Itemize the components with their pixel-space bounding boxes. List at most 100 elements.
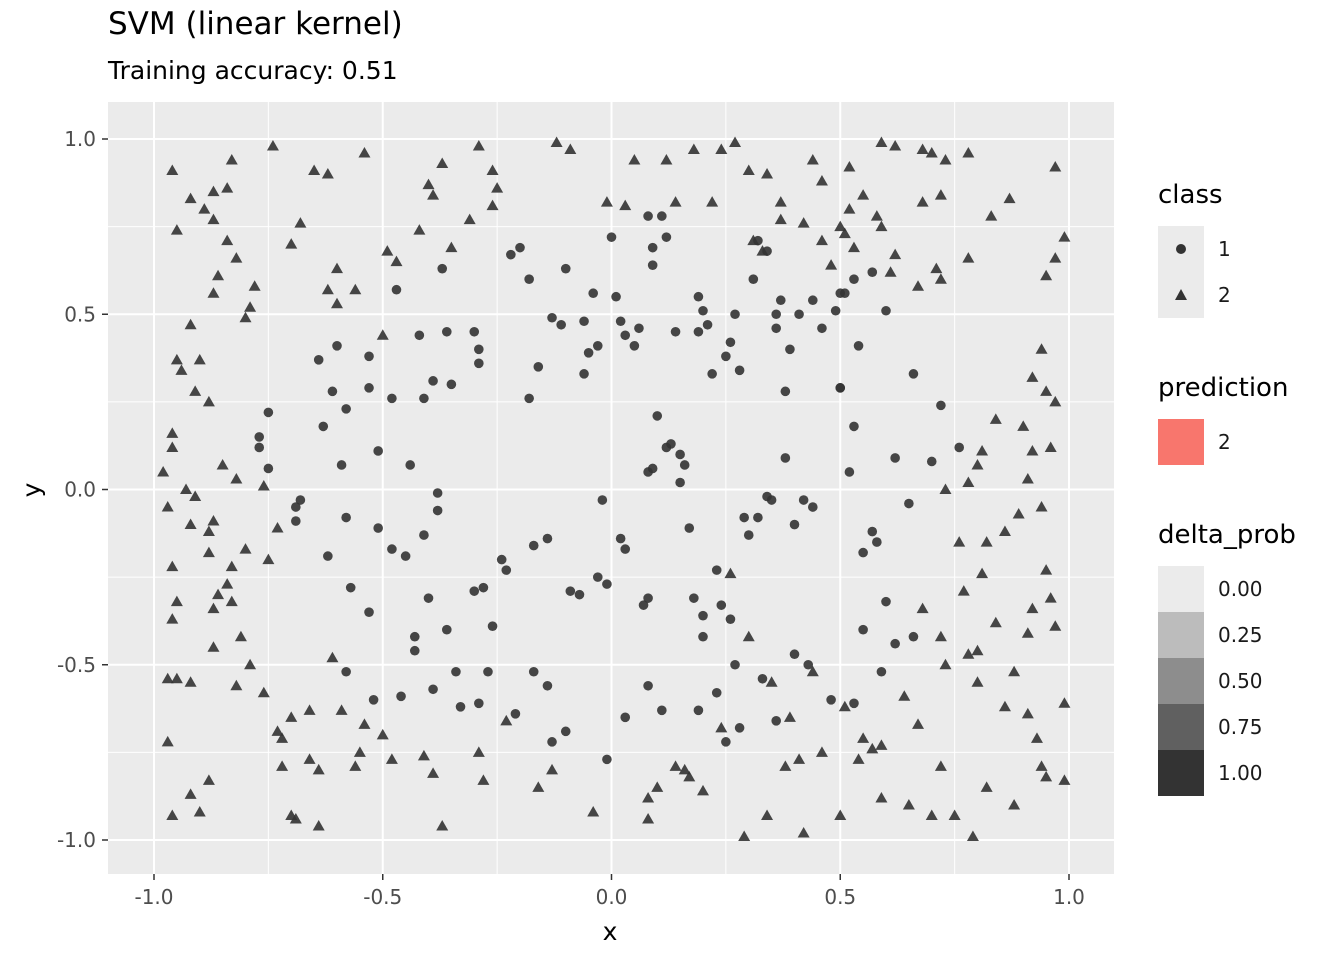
- data-point-class-2: [962, 648, 975, 659]
- data-point-class-1: [295, 495, 306, 505]
- data-point-class-2: [697, 784, 709, 796]
- data-point-class-1: [291, 502, 301, 512]
- data-point-class-2: [838, 227, 851, 239]
- data-point-class-1: [592, 572, 603, 582]
- data-point-class-2: [793, 753, 806, 764]
- data-point-class-2: [303, 704, 316, 715]
- data-point-class-1: [620, 712, 631, 723]
- data-point-class-2: [166, 809, 179, 820]
- data-point-class-2: [998, 700, 1011, 712]
- data-point-class-2: [962, 147, 975, 158]
- data-point-class-1: [743, 530, 754, 540]
- data-point-class-2: [1040, 385, 1053, 396]
- data-point-class-2: [761, 809, 774, 820]
- data-point-class-1: [341, 512, 351, 523]
- data-point-class-1: [785, 344, 795, 355]
- data-point-class-2: [600, 196, 613, 207]
- data-point-class-2: [331, 262, 343, 274]
- data-point-class-2: [1021, 707, 1034, 719]
- data-point-class-1: [602, 579, 612, 589]
- data-point-class-2: [230, 252, 243, 263]
- data-point-class-2: [939, 154, 952, 165]
- data-point-class-2: [349, 760, 362, 771]
- data-point-class-1: [675, 449, 685, 460]
- data-point-class-1: [341, 666, 351, 677]
- data-point-class-2: [985, 210, 998, 221]
- data-point-class-1: [881, 596, 891, 607]
- data-point-class-1: [657, 211, 667, 221]
- data-point-class-2: [1058, 774, 1071, 785]
- data-point-class-1: [409, 645, 420, 656]
- data-point-class-2: [742, 164, 755, 176]
- data-point-class-1: [565, 586, 576, 596]
- data-point-class-2: [834, 220, 847, 232]
- data-point-class-1: [313, 355, 324, 365]
- x-tick-label: -1.0: [134, 885, 173, 909]
- data-point-class-1: [515, 242, 525, 253]
- data-point-class-1: [908, 631, 919, 642]
- legend-delta-prob-label: 0.25: [1218, 623, 1263, 647]
- data-point-class-2: [257, 479, 270, 491]
- data-point-class-1: [684, 523, 695, 533]
- x-axis: -1.0 -0.5 0.0 0.5 1.0: [134, 874, 1085, 909]
- data-point-class-1: [794, 309, 804, 320]
- data-point-class-1: [254, 442, 265, 453]
- y-tick-label: 0.5: [64, 302, 96, 326]
- triangle-icon: [1175, 289, 1187, 300]
- data-point-class-2: [170, 353, 183, 365]
- data-point-class-1: [771, 323, 781, 334]
- data-point-class-1: [835, 383, 846, 393]
- data-point-class-2: [276, 732, 289, 743]
- data-point-class-2: [1012, 508, 1025, 519]
- data-point-class-2: [546, 763, 559, 775]
- data-point-class-2: [779, 760, 792, 771]
- data-point-class-2: [166, 613, 179, 624]
- legend-delta-prob-label: 0.75: [1218, 715, 1263, 739]
- data-point-class-2: [916, 143, 929, 155]
- data-point-class-2: [207, 185, 220, 197]
- data-point-class-1: [734, 365, 745, 376]
- data-point-class-1: [766, 495, 777, 505]
- data-point-class-2: [289, 812, 302, 824]
- y-tick-label: 1.0: [64, 127, 96, 151]
- y-tick-label: 0.0: [64, 478, 96, 502]
- data-point-class-2: [294, 217, 307, 228]
- data-point-class-2: [1044, 441, 1057, 452]
- data-point-class-2: [463, 213, 476, 225]
- y-tick-label: -0.5: [57, 653, 96, 677]
- data-point-class-2: [212, 588, 225, 600]
- data-point-class-1: [542, 680, 553, 691]
- data-point-class-2: [912, 280, 925, 291]
- data-point-class-2: [875, 136, 888, 148]
- data-point-class-1: [716, 600, 727, 610]
- data-point-class-2: [651, 781, 664, 792]
- data-point-class-2: [221, 578, 234, 589]
- data-point-class-1: [890, 638, 900, 649]
- data-point-class-1: [775, 295, 786, 306]
- chart-title: SVM (linear kernel): [108, 6, 403, 42]
- data-point-class-2: [889, 140, 902, 151]
- data-point-class-2: [939, 483, 952, 494]
- data-point-class-2: [1008, 798, 1021, 810]
- data-point-class-2: [934, 189, 947, 200]
- data-point-class-1: [657, 705, 667, 716]
- data-point-class-2: [207, 287, 220, 298]
- data-point-class-2: [962, 476, 975, 487]
- data-point-class-1: [826, 695, 836, 705]
- data-point-class-2: [642, 791, 655, 803]
- gridlines: [108, 102, 1114, 874]
- data-point-class-1: [872, 537, 882, 547]
- data-point-class-1: [396, 691, 406, 702]
- data-point-class-2: [884, 266, 897, 277]
- data-point-class-2: [857, 189, 870, 200]
- data-point-class-2: [436, 819, 449, 831]
- data-point-class-2: [925, 809, 938, 820]
- data-point-class-2: [202, 525, 215, 537]
- data-point-class-1: [455, 702, 466, 712]
- data-point-class-2: [715, 143, 728, 155]
- data-point-class-1: [780, 453, 791, 463]
- data-point-class-2: [957, 585, 970, 596]
- data-point-class-1: [881, 305, 891, 316]
- data-point-class-1: [858, 624, 868, 635]
- data-point-class-1: [556, 319, 566, 330]
